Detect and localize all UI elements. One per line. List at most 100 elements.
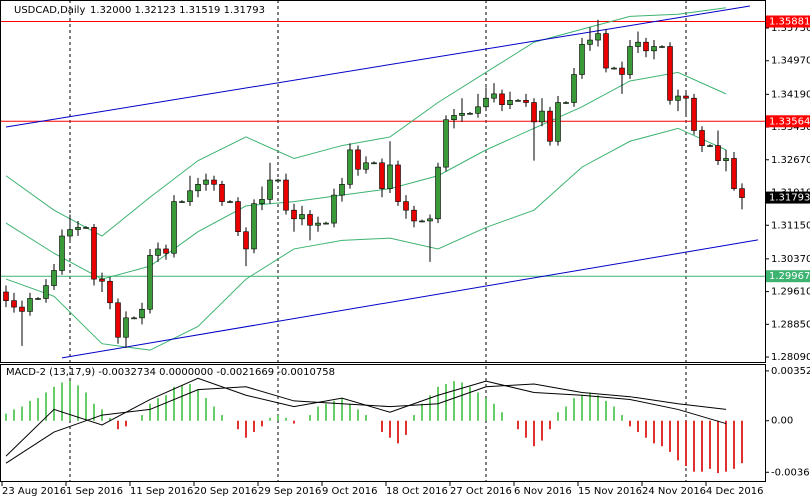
macd-panel [5,377,743,474]
x-tick-label: 23 Aug 2016 [2,486,66,497]
candle-body [739,188,745,198]
band-middle [5,71,727,280]
y2-tick-label: 0.00 [771,416,793,427]
candle-body [123,317,129,338]
x-tick-label: 9 Oct 2016 [322,486,377,497]
y-tick-label: 1.35730 [771,23,810,34]
x-tick-label: 18 Oct 2016 [386,486,448,497]
candle-body [499,93,505,105]
candle-body [467,112,473,115]
candle-body [211,179,217,185]
candle-body [275,179,281,182]
candle-body [155,248,161,256]
candle-body [323,222,329,225]
candle-body [691,97,697,131]
candle-body [595,33,601,41]
y-tick-label: 1.28090 [771,352,810,363]
candle-body [19,306,25,312]
candle-body [707,145,713,147]
candle-body [11,300,17,308]
candle-body [75,227,81,230]
candle-body [179,201,185,203]
candle-body [571,74,577,103]
candle-body [643,41,649,52]
candle-body [307,214,313,226]
candle-body [427,218,433,222]
y-tick-label: 1.34970 [771,56,810,67]
candle-body [619,67,625,75]
candle-body [531,102,537,123]
candle-body [587,39,593,45]
candle-body [539,110,545,123]
candle-body [675,95,681,101]
macd-frame [0,364,766,482]
candle-body [171,201,177,254]
candle-body [683,95,689,99]
candle-body [555,102,561,142]
candle-body [67,229,73,237]
candle-body [3,291,9,301]
candle-body [475,106,481,114]
candle-body [451,115,457,121]
candle-body [227,201,233,203]
candle-body [731,158,737,189]
trend-line [5,5,751,128]
level-tag-label: 1.35881 [769,16,810,27]
candle-body [115,302,121,338]
candle-body [107,280,113,304]
level-tag [766,191,810,204]
candle-body [419,220,425,223]
candle-body [699,130,705,146]
candle-body [723,158,729,161]
level-tag [766,270,810,283]
level-tag-label: 1.33564 [769,116,810,127]
candle-body [147,255,153,310]
candle-body [83,227,89,229]
level-tag [766,115,810,128]
chart-title: USDCAD,Daily [14,5,85,16]
candle-body [99,278,105,282]
candle-body [131,317,137,320]
candle-body [611,67,617,70]
candle-body [523,100,529,103]
candle-body [251,203,257,250]
candle-body [291,209,297,220]
candle-body [235,201,241,233]
candle-body [715,145,721,161]
candle-body [371,162,377,165]
candle-body [547,110,553,142]
candle-body [267,179,273,200]
candle-body [651,46,657,52]
candle-body [91,227,97,280]
labels: USDCAD,Daily 1.32000 1.32123 1.31519 1.3… [6,5,335,378]
y2-tick-label: -0.003642 [771,467,810,478]
candle-body [283,179,289,211]
candle-body [491,93,497,99]
y-tick-label: 1.29610 [771,287,810,298]
candle-body [315,222,321,226]
level-tag [766,15,810,28]
candle-body [379,162,385,189]
candle-body [435,166,441,220]
candle-body [219,184,225,202]
x-tick-label: 20 Sep 2016 [194,486,257,497]
x-tick-label: 4 Dec 2016 [706,486,764,497]
y-tick-label: 1.28850 [771,319,810,330]
y-tick-label: 1.34190 [771,89,810,100]
band-upper [5,7,727,237]
x-tick-label: 6 Nov 2016 [514,486,572,497]
candle-body [259,199,265,205]
candle-body [483,97,489,108]
candle-body [59,235,65,271]
candle-body [347,149,353,185]
x-tick-label: 27 Oct 2016 [450,486,512,497]
candle-body [507,100,513,105]
trend-line [61,239,759,359]
candle-body [331,194,337,224]
candle-body [387,164,393,189]
y-tick-label: 1.32670 [771,155,810,166]
candle-body [443,119,449,168]
